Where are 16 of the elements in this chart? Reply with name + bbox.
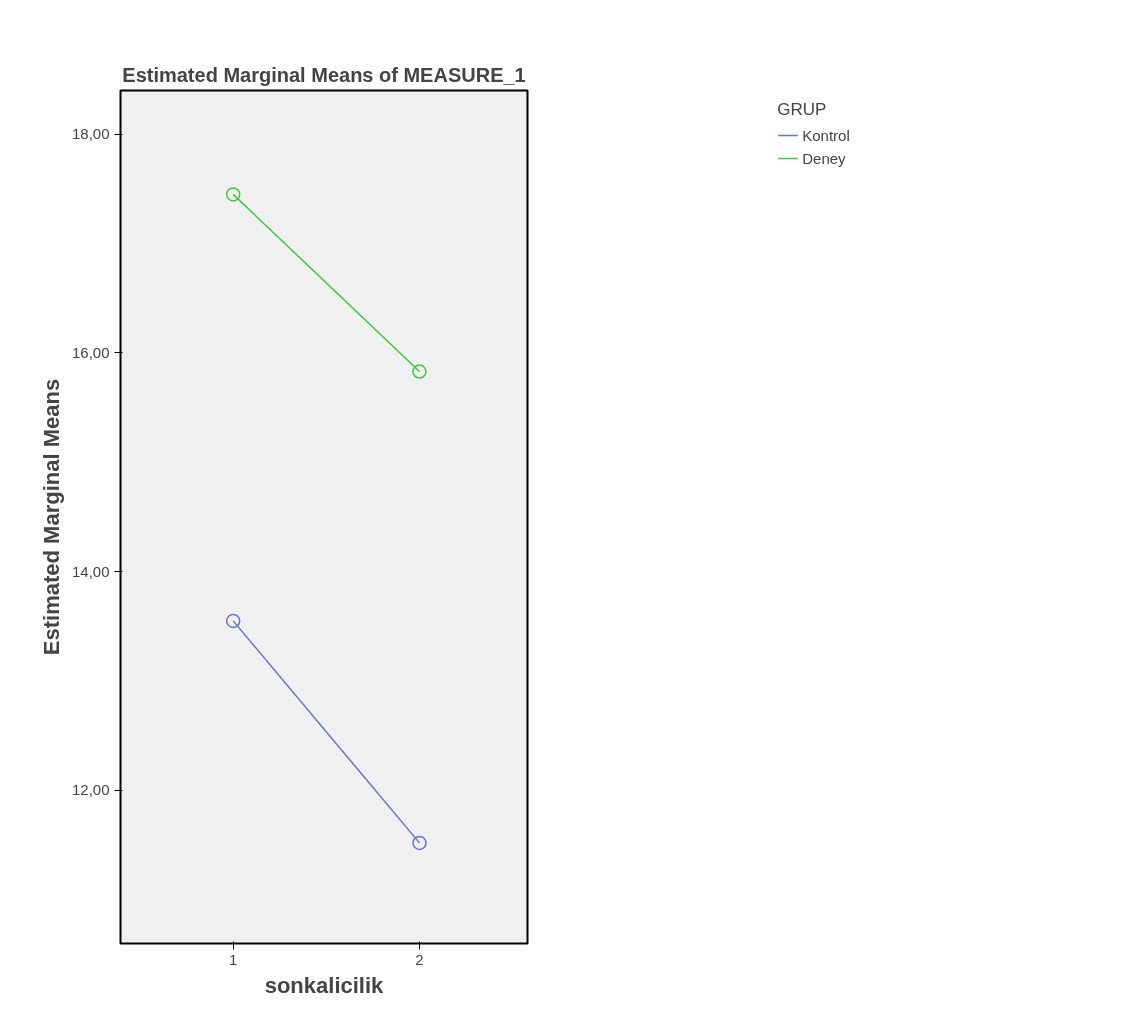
legend-label: Kontrol: [802, 126, 850, 144]
y-tick-label: 16,00: [71, 343, 110, 361]
point: [225, 187, 241, 202]
x-axis-title: sonkalicilik: [264, 972, 385, 998]
y-tick-label: 12,00: [71, 781, 110, 799]
legend-label: Deney: [802, 149, 846, 167]
legend-title: GRUP: [777, 100, 828, 120]
y-axis-title: Estimated Marginal Means: [38, 378, 64, 656]
point: [412, 835, 427, 851]
y-tick-label: 18,00: [71, 125, 110, 143]
x-tick-label: 2: [415, 950, 424, 968]
y-tick-label: 14,00: [71, 562, 110, 580]
point: [225, 613, 241, 629]
chart-title: Estimated Marginal Means of MEASURE_1: [122, 63, 526, 86]
x-tick-label: 1: [229, 950, 238, 968]
point: [412, 364, 427, 379]
